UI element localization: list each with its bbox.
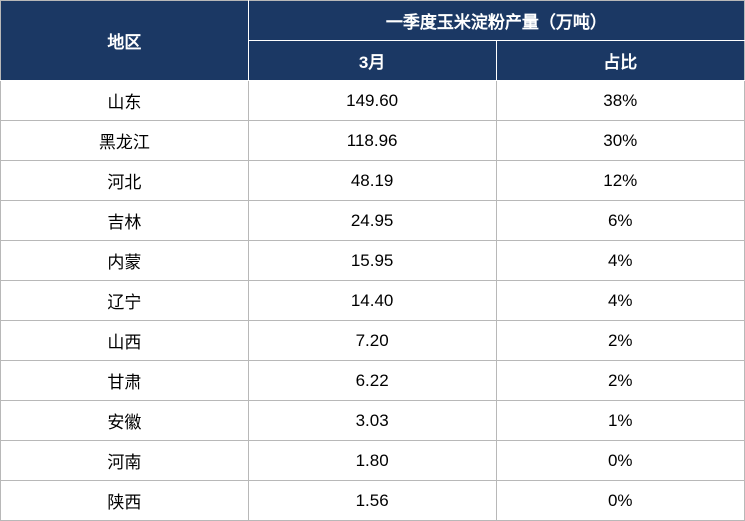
table-row: 黑龙江118.9630% xyxy=(1,121,745,161)
cell-march: 15.95 xyxy=(248,241,496,281)
cell-percent: 0% xyxy=(496,481,745,521)
cell-march: 118.96 xyxy=(248,121,496,161)
cell-march: 149.60 xyxy=(248,81,496,121)
cell-percent: 38% xyxy=(496,81,745,121)
cell-region: 辽宁 xyxy=(1,281,249,321)
cell-region: 安徽 xyxy=(1,401,249,441)
table-row: 山西7.202% xyxy=(1,321,745,361)
table-row: 吉林24.956% xyxy=(1,201,745,241)
corn-starch-production-table: 地区 一季度玉米淀粉产量（万吨） 3月 占比 山东149.6038%黑龙江118… xyxy=(0,0,745,521)
cell-percent: 6% xyxy=(496,201,745,241)
cell-region: 吉林 xyxy=(1,201,249,241)
cell-percent: 2% xyxy=(496,361,745,401)
cell-region: 山西 xyxy=(1,321,249,361)
cell-march: 3.03 xyxy=(248,401,496,441)
table-row: 辽宁14.404% xyxy=(1,281,745,321)
table-row: 陕西1.560% xyxy=(1,481,745,521)
table-row: 河北48.1912% xyxy=(1,161,745,201)
cell-march: 24.95 xyxy=(248,201,496,241)
table-body: 山东149.6038%黑龙江118.9630%河北48.1912%吉林24.95… xyxy=(1,81,745,521)
cell-percent: 30% xyxy=(496,121,745,161)
cell-march: 1.80 xyxy=(248,441,496,481)
table-row: 甘肃6.222% xyxy=(1,361,745,401)
header-march: 3月 xyxy=(248,41,496,81)
cell-region: 甘肃 xyxy=(1,361,249,401)
cell-march: 6.22 xyxy=(248,361,496,401)
header-region: 地区 xyxy=(1,1,249,81)
cell-region: 陕西 xyxy=(1,481,249,521)
cell-percent: 12% xyxy=(496,161,745,201)
cell-march: 7.20 xyxy=(248,321,496,361)
cell-percent: 1% xyxy=(496,401,745,441)
table-row: 山东149.6038% xyxy=(1,81,745,121)
table-row: 河南1.800% xyxy=(1,441,745,481)
cell-percent: 0% xyxy=(496,441,745,481)
cell-march: 1.56 xyxy=(248,481,496,521)
table-row: 安徽3.031% xyxy=(1,401,745,441)
cell-region: 河南 xyxy=(1,441,249,481)
cell-percent: 2% xyxy=(496,321,745,361)
cell-march: 48.19 xyxy=(248,161,496,201)
header-percent: 占比 xyxy=(496,41,745,81)
header-group: 一季度玉米淀粉产量（万吨） xyxy=(248,1,744,41)
cell-region: 河北 xyxy=(1,161,249,201)
cell-region: 黑龙江 xyxy=(1,121,249,161)
cell-percent: 4% xyxy=(496,281,745,321)
cell-percent: 4% xyxy=(496,241,745,281)
cell-march: 14.40 xyxy=(248,281,496,321)
cell-region: 内蒙 xyxy=(1,241,249,281)
cell-region: 山东 xyxy=(1,81,249,121)
table-row: 内蒙15.954% xyxy=(1,241,745,281)
